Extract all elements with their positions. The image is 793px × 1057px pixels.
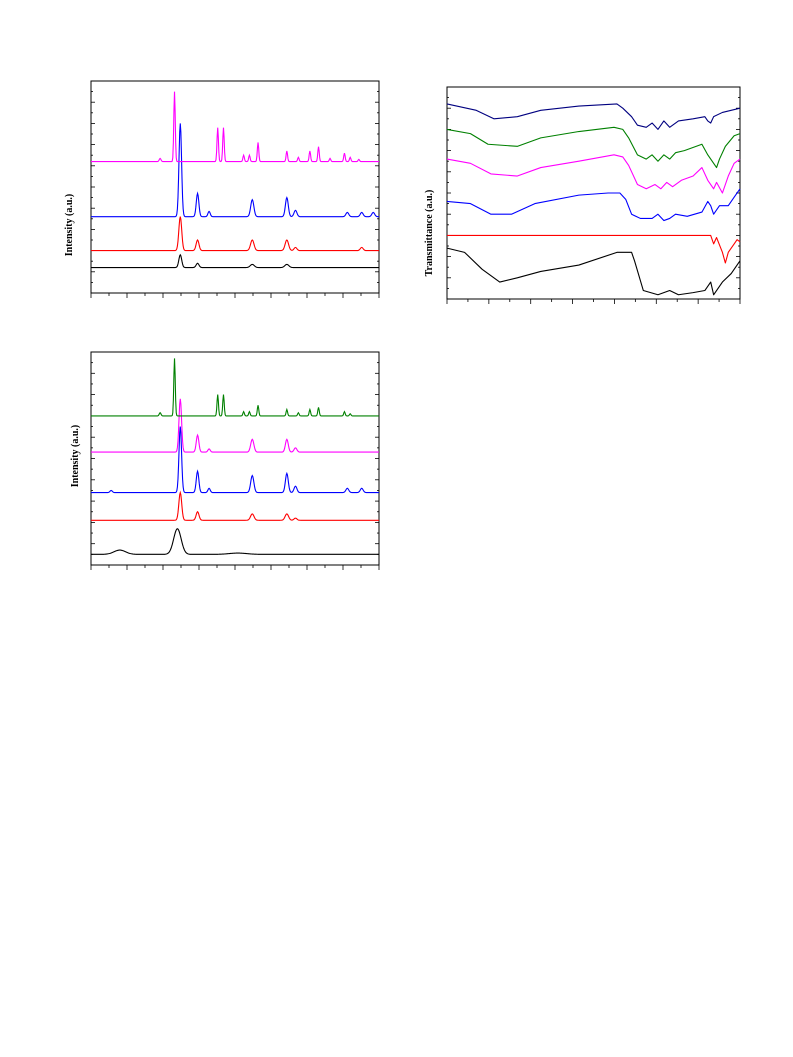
series-line-3 (91, 123, 380, 218)
plot-area (446, 86, 741, 304)
xrd-chart-top: Intensity (a.u.) (64, 80, 380, 298)
xrd-bottom-y-axis-label: Intensity (a.u.) (70, 425, 81, 488)
series-line-3 (91, 426, 379, 494)
xrd-chart-bottom: Intensity (a.u.) (70, 351, 380, 570)
plot-frame (90, 80, 380, 294)
series-line-5 (91, 358, 379, 417)
plot-area (90, 80, 380, 298)
series-line-4 (91, 91, 379, 163)
series-line-6 (446, 103, 741, 130)
series-line-4 (91, 398, 379, 453)
series-line-1 (91, 253, 379, 269)
ftir-chart: Transmittance (a.u.) (424, 86, 741, 304)
series-line-3 (446, 188, 741, 222)
series-line-2 (91, 490, 379, 521)
xrd-top-y-axis-label: Intensity (a.u.) (64, 194, 75, 257)
series-line-2 (91, 216, 379, 252)
ftir-y-axis-label: Transmittance (a.u.) (424, 190, 435, 277)
plot-area (90, 351, 380, 570)
series-line-1 (91, 528, 379, 555)
plot-frame (90, 351, 380, 566)
series-line-2 (447, 234, 741, 264)
series-line-5 (446, 126, 741, 169)
series-line-4 (446, 154, 741, 194)
series-line-1 (446, 247, 741, 296)
